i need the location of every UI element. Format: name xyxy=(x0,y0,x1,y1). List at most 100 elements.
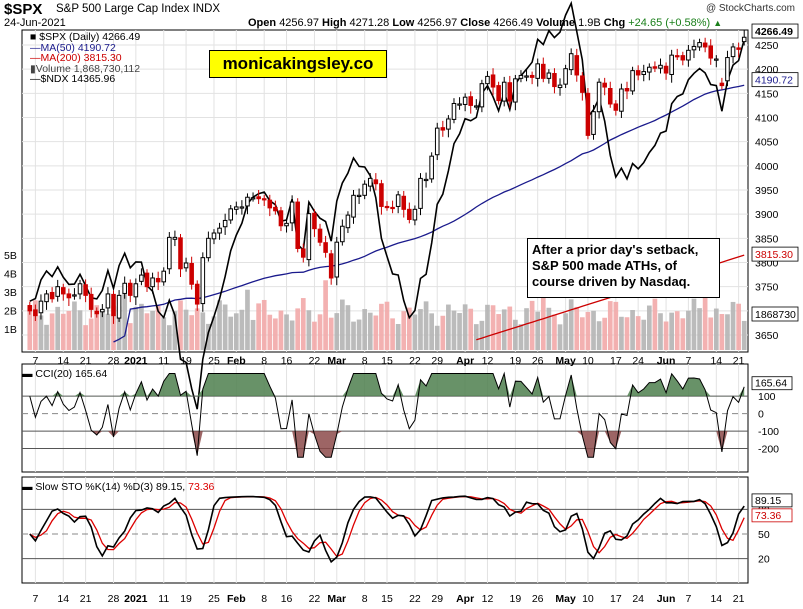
x-tick-label: 19 xyxy=(510,593,522,605)
volume-bar xyxy=(300,298,306,350)
candle-body xyxy=(150,277,155,288)
candle-body xyxy=(568,53,574,71)
volume-bar xyxy=(44,324,49,350)
candle-body xyxy=(44,293,49,303)
volume-bar xyxy=(507,306,513,350)
volume-bar xyxy=(295,308,301,350)
candle-body xyxy=(462,96,468,105)
candle-body xyxy=(351,194,356,218)
legend-ma50: —MA(50) 4190.72 xyxy=(30,41,116,54)
candle-body xyxy=(613,103,619,111)
candle-body xyxy=(624,88,630,92)
ma200-price-label-tag xyxy=(751,246,799,262)
candle-body xyxy=(72,294,77,297)
x-tick-label: 16 xyxy=(281,355,293,367)
volume-bar xyxy=(155,305,161,350)
candle-body xyxy=(105,293,111,309)
volume-bar xyxy=(725,314,730,350)
candle-body xyxy=(66,293,72,299)
sto-d-label: 73.36 xyxy=(755,510,781,522)
candle-body xyxy=(345,214,351,229)
candle-body xyxy=(507,82,513,102)
volume-axis-label: 5B xyxy=(4,250,17,262)
y-tick-label: 4150 xyxy=(755,88,779,100)
volume-bar xyxy=(702,292,708,350)
volume-bar xyxy=(546,307,552,350)
price-panel-frame xyxy=(21,29,749,353)
volume-bar xyxy=(250,319,256,350)
x-tick-label: 29 xyxy=(431,355,443,367)
x-tick-label: Feb xyxy=(227,593,246,605)
volume-bar xyxy=(222,304,228,350)
volume-bar xyxy=(317,314,323,350)
x-tick-label: 22 xyxy=(309,593,321,605)
candle-body xyxy=(647,66,652,73)
volume-bar xyxy=(345,305,351,350)
volume-bar xyxy=(60,313,66,350)
x-tick-label: 8 xyxy=(362,593,368,605)
volume-bar xyxy=(367,312,373,350)
volume-bar xyxy=(211,316,217,350)
candle-body xyxy=(390,206,395,210)
candle-body xyxy=(412,208,418,221)
candle-body xyxy=(356,194,362,198)
sto-k-label: 89.15 xyxy=(755,495,781,507)
volume-bar xyxy=(434,325,440,350)
y-tick-label: 3850 xyxy=(755,233,779,245)
candle-body xyxy=(379,183,384,207)
candle-body xyxy=(206,237,211,259)
cci-title: ▬ CCI(20) 165.64 xyxy=(22,368,108,380)
x-tick-label: 26 xyxy=(532,593,544,605)
volume-bar xyxy=(379,303,384,350)
chg-label: Chg xyxy=(603,17,626,29)
candle-body xyxy=(714,58,719,61)
volume-axis-label: 1B xyxy=(4,324,17,336)
volume-bar xyxy=(457,313,462,350)
volume-bar xyxy=(200,312,206,350)
volume-bar xyxy=(116,306,122,350)
candle-body xyxy=(697,42,702,48)
candle-body xyxy=(702,42,708,48)
volume-bar xyxy=(585,311,591,350)
candle-body xyxy=(607,88,613,105)
candle-body xyxy=(273,206,278,212)
volume-bar xyxy=(412,314,418,350)
candle-body xyxy=(708,45,714,59)
annotation-line: After a prior day's setback, xyxy=(532,242,699,257)
candle-body xyxy=(635,70,641,76)
x-tick-label: Feb xyxy=(227,355,246,367)
candle-body xyxy=(55,286,60,297)
candle-body xyxy=(552,73,557,88)
volume-bar xyxy=(462,304,468,350)
candle-body xyxy=(485,75,490,85)
candle-body xyxy=(457,103,462,106)
y-tick-label: 3650 xyxy=(755,330,779,342)
volume-bar xyxy=(630,310,635,350)
x-tick-label: 8 xyxy=(261,355,267,367)
candle-body xyxy=(741,36,747,43)
candle-body xyxy=(730,46,736,58)
volume-bar xyxy=(513,319,518,350)
volume-bar xyxy=(105,313,111,350)
volume-axis-label: 4B xyxy=(4,269,17,281)
x-tick-label: 15 xyxy=(381,593,393,605)
x-tick-label: Apr xyxy=(456,593,474,605)
x-tick-label: 21 xyxy=(80,355,92,367)
low-value: 4256.97 xyxy=(417,17,458,29)
candle-body xyxy=(474,105,479,108)
x-tick-label: 19 xyxy=(180,593,192,605)
volume-bar xyxy=(607,301,613,350)
volume-bar xyxy=(111,305,116,350)
volume-bar xyxy=(663,321,669,350)
last-price-label: 4266.49 xyxy=(755,26,793,38)
x-tick-label: 7 xyxy=(685,593,691,605)
candle-body xyxy=(250,197,256,200)
candle-body xyxy=(540,63,546,79)
volume-bar xyxy=(267,314,273,350)
candle-body xyxy=(496,85,501,102)
candle-body xyxy=(585,92,591,136)
volume-value: 1.9B xyxy=(578,17,601,29)
low-label: Low xyxy=(392,17,415,29)
cci-tick-label: 100 xyxy=(758,391,776,403)
volume-bar xyxy=(451,310,457,350)
